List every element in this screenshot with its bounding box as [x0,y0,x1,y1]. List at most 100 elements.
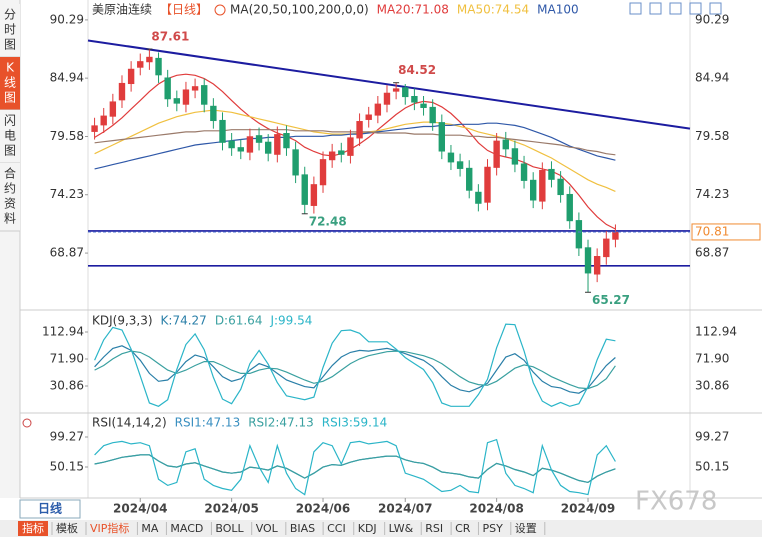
y-tick-label: 99.27 [695,429,729,443]
y-tick-label: 74.23 [695,187,729,201]
side-tab-char[interactable]: 图 [4,38,16,52]
candle-body [338,150,345,155]
candle-body [164,77,171,100]
side-tab-char[interactable]: 电 [4,129,16,143]
candle-body [566,193,573,222]
candle-body [319,159,327,186]
toolbar-button[interactable]: CR [455,522,471,535]
side-tab-char[interactable]: 图 [4,144,16,158]
legend-entry: J:99.54 [269,314,312,328]
indicator-line [94,323,616,407]
icon[interactable] [689,2,702,15]
candle-body [237,147,244,152]
side-tab-char[interactable]: 图 [4,91,16,105]
candle-body [219,119,226,143]
period-tab[interactable] [19,499,81,519]
indicator-line [94,129,616,156]
candle-body [182,89,190,105]
side-tab-char[interactable]: 资 [4,197,16,211]
candle-body [475,191,482,204]
toolbar-button[interactable]: PSY [482,522,503,535]
side-tab-char[interactable]: 闪 [4,114,16,128]
y-tick-label: 50.15 [695,459,729,473]
y-tick-label: 30.86 [695,379,729,393]
toolbar-button[interactable]: LW& [389,522,414,535]
candle-body [91,125,98,132]
candle-body [264,141,272,154]
candle-body [246,136,254,153]
side-tab-char[interactable]: 合 [4,166,16,181]
trend-line [87,39,691,130]
zoom-icon[interactable] [214,4,226,16]
side-tab-char[interactable]: 料 [4,212,16,226]
candle-body [301,174,308,205]
low-label: 72.48 [309,214,347,228]
watermark: FX678 [635,487,717,517]
candle-body [411,95,418,103]
candle-body [191,86,199,91]
legend-entry: MA50:74.54 [457,3,529,17]
side-tab[interactable] [0,163,20,231]
toolbar-button[interactable]: BOLL [215,522,244,535]
indicator-line [94,122,616,170]
side-tab[interactable] [0,110,20,163]
toolbar-button[interactable]: 模板 [56,521,78,535]
candle-body [328,151,336,161]
side-tab[interactable] [0,57,20,110]
x-tick-label: 2024/04 [113,502,167,516]
legend-entry: RSI1:47.13 [175,416,241,430]
candle-body [383,92,391,105]
candle-body [466,167,473,191]
toolbar-bg [0,520,762,537]
side-tab-char[interactable]: K [6,61,15,75]
candle-body [539,170,546,202]
icon[interactable] [629,2,642,15]
x-tick-label: 2024/06 [296,502,350,516]
toolbar-button[interactable]: MA [141,522,158,535]
candle-body [228,140,235,149]
candle-body [456,161,464,169]
toolbar-button-bg[interactable] [18,521,48,536]
candle-body [511,148,519,165]
icon[interactable] [649,2,662,15]
candle-body [347,137,354,156]
side-tab-char[interactable]: 分 [4,8,16,22]
period: 【日线】 [160,3,208,17]
side-tab-char[interactable]: 时 [4,23,16,37]
candle-body [584,247,592,274]
period-tab-label[interactable]: 日线 [38,501,62,516]
toolbar-button[interactable]: BIAS [290,522,315,535]
window-icons[interactable] [629,2,722,15]
legend-entry: D:61.64 [215,314,263,328]
side-tab[interactable] [0,4,20,57]
icon[interactable] [669,2,682,15]
x-tick-label: 2024/05 [204,502,258,516]
candle-body [155,57,162,76]
y-tick-label: 68.87 [50,246,84,260]
toolbar-button[interactable]: KDJ [358,522,377,535]
candle-body [548,168,555,180]
last-price-box [691,223,761,241]
toolbar-button[interactable]: VIP指标 [90,521,129,535]
toolbar-button[interactable]: 指标 [22,521,44,535]
side-tab-char[interactable]: 约 [4,181,16,196]
candle-body [520,163,528,181]
candle-body [310,184,318,206]
x-tick-label: 2024/07 [378,502,432,516]
toolbar-button[interactable]: VOL [256,522,279,535]
candle-body [127,68,135,85]
candle-body [201,85,208,105]
toolbar-button[interactable]: CCI [327,522,346,535]
candle-body [255,135,263,143]
side-tab-char[interactable]: 线 [4,76,16,90]
settings-icon[interactable] [22,418,32,428]
candle-body [484,166,491,203]
candle-body [612,231,619,240]
candle-body [146,56,153,63]
indicator-title: RSI(14,14,2) [92,416,167,430]
toolbar-button[interactable]: RSI [425,522,443,535]
toolbar-button[interactable]: 设置 [515,522,537,535]
toolbar-button[interactable]: MACD [170,522,203,535]
icon[interactable] [709,2,722,15]
